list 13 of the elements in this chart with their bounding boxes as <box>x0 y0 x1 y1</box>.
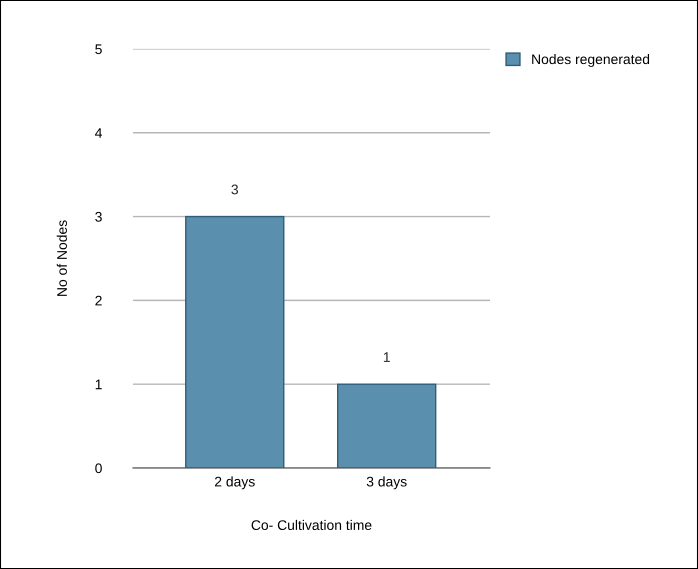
y-tick-label: 4 <box>95 128 102 138</box>
data-label: 1 <box>384 352 390 362</box>
x-axis-title: Co- Cultivation time <box>252 520 372 530</box>
legend-label: Nodes regenerated <box>532 54 650 67</box>
y-tick-label: 2 <box>95 296 102 306</box>
x-tick-label: 3 days <box>366 476 407 490</box>
y-tick-label: 5 <box>95 44 102 54</box>
y-tick-label: 0 <box>95 463 102 474</box>
x-tick-label: 2 days <box>215 476 255 490</box>
y-axis-title: No of Nodes <box>56 220 67 296</box>
y-tick-label: 1 <box>96 380 102 390</box>
data-label: 3 <box>231 184 238 194</box>
y-tick-label: 3 <box>95 212 102 222</box>
